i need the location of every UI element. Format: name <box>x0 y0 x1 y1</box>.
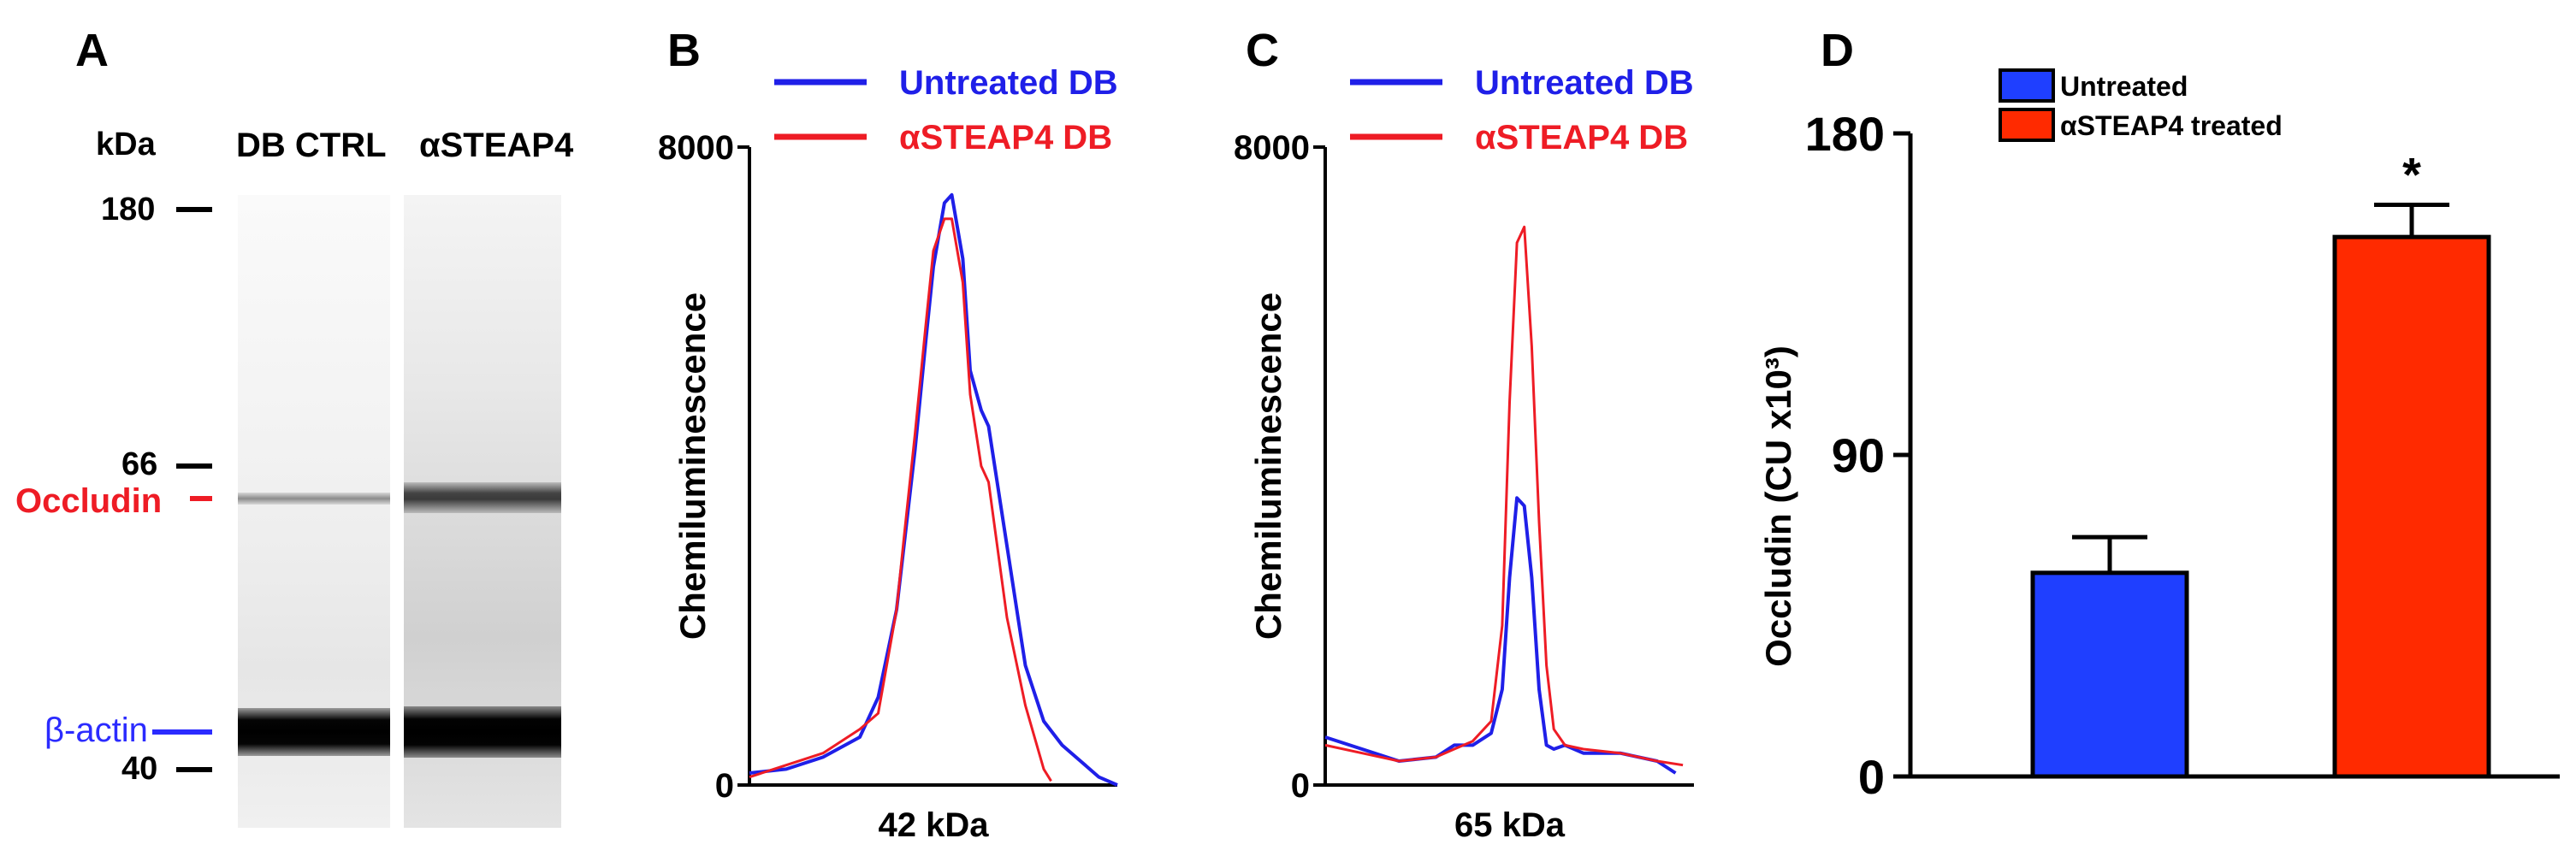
lane-label-db-ctrl: DB CTRL <box>236 127 387 164</box>
d-y-axis-label: Occludin (CU x10³) <box>1758 345 1798 667</box>
c-legend-label-0: Untreated DB <box>1475 64 1694 102</box>
beta-actin-label: β-actin <box>44 711 148 749</box>
marker-66-tick <box>176 463 212 469</box>
c-legend-label-1: αSTEAP4 DB <box>1475 119 1688 156</box>
b-y-tick-label: 8000 <box>658 129 734 167</box>
b-y-tick-label: 0 <box>715 767 734 805</box>
panel-letter-b: B <box>667 25 701 76</box>
b-legend-label-1: αSTEAP4 DB <box>899 119 1112 156</box>
occludin-tick <box>190 496 212 501</box>
marker-40: 40 <box>121 751 158 787</box>
b-series-untreated-line <box>749 192 1118 787</box>
b-x-axis-label: 42 kDa <box>879 806 990 844</box>
c-x-axis-label: 65 kDa <box>1454 806 1566 844</box>
c-y-tick-label: 8000 <box>1234 129 1310 167</box>
c-y-axis-label: Chemiluminescence <box>1248 292 1288 640</box>
d-y-tick-label: 90 <box>1832 428 1885 482</box>
band-occludin-steap4 <box>404 482 561 513</box>
marker-180-tick <box>176 207 212 212</box>
d-significance-star: * <box>2402 148 2421 202</box>
band-occludin-db-ctrl <box>238 493 390 505</box>
d-y-tick-label: 0 <box>1858 750 1885 804</box>
panel-letter-d: D <box>1821 25 1854 76</box>
b-legend-label-0: Untreated DB <box>899 64 1118 102</box>
d-legend-label-0: Untreated <box>2060 71 2188 102</box>
d-legend-label-1: αSTEAP4 treated <box>2060 110 2283 141</box>
band-actin-db-ctrl <box>238 708 390 756</box>
b-y-axis-label: Chemiluminescence <box>672 292 713 640</box>
panel-letter-a: A <box>75 25 109 76</box>
lane-label-steap4: αSTEAP4 <box>419 127 574 164</box>
b-series-steap4-line <box>749 217 1052 782</box>
panel-letter-c: C <box>1246 25 1279 76</box>
marker-180: 180 <box>101 192 156 227</box>
kda-label: kDa <box>96 127 156 162</box>
d-legend-swatch-1 <box>1999 108 2055 142</box>
d-bar-untreated <box>2030 570 2189 779</box>
d-bar-steap4 <box>2332 234 2491 779</box>
d-y-tick-label: 180 <box>1805 107 1885 161</box>
marker-66: 66 <box>121 446 158 482</box>
marker-40-tick <box>176 767 212 772</box>
c-y-tick-label: 0 <box>1291 767 1310 805</box>
band-actin-steap4 <box>404 706 561 758</box>
c-series-steap4-line <box>1324 225 1684 767</box>
occludin-label: Occludin <box>15 482 163 520</box>
beta-actin-tick <box>152 729 212 735</box>
d-legend-swatch-0 <box>1999 68 2055 103</box>
